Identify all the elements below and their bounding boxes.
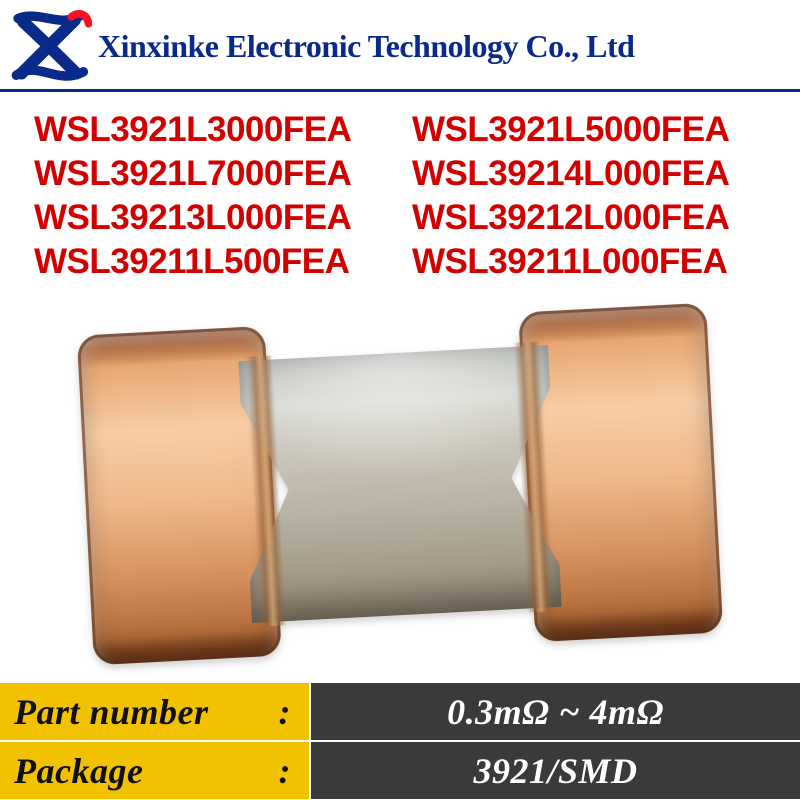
part-number: WSL39213L000FEA — [34, 198, 388, 238]
spec-value-resistance-range: 0.3mΩ ~ 4mΩ — [310, 682, 800, 741]
part-number: WSL39211L000FEA — [412, 242, 766, 282]
part-number: WSL3921L5000FEA — [412, 110, 766, 150]
part-number: WSL3921L3000FEA — [34, 110, 388, 150]
part-number: WSL39211L500FEA — [34, 242, 388, 282]
part-number: WSL39214L000FEA — [412, 154, 766, 194]
shunt-resistor-graphic — [77, 303, 723, 666]
header-divider — [0, 89, 800, 92]
header-bar: Xinxinke Electronic Technology Co., Ltd — [0, 0, 800, 92]
spec-label-package: Package — [0, 741, 310, 800]
part-number: WSL3921L7000FEA — [34, 154, 388, 194]
part-number-grid: WSL3921L3000FEA WSL3921L5000FEA WSL3921L… — [0, 110, 800, 282]
logo-svg — [6, 3, 92, 89]
spec-label-part-number: Part number — [0, 682, 310, 741]
part-number: WSL39212L000FEA — [412, 198, 766, 238]
product-image — [0, 294, 800, 674]
spec-value-package: 3921/SMD — [310, 741, 800, 800]
spec-table: Part number 0.3mΩ ~ 4mΩ Package 3921/SMD — [0, 682, 800, 800]
company-logo — [6, 3, 92, 89]
company-name: Xinxinke Electronic Technology Co., Ltd — [98, 28, 634, 65]
resistive-element — [238, 345, 561, 623]
